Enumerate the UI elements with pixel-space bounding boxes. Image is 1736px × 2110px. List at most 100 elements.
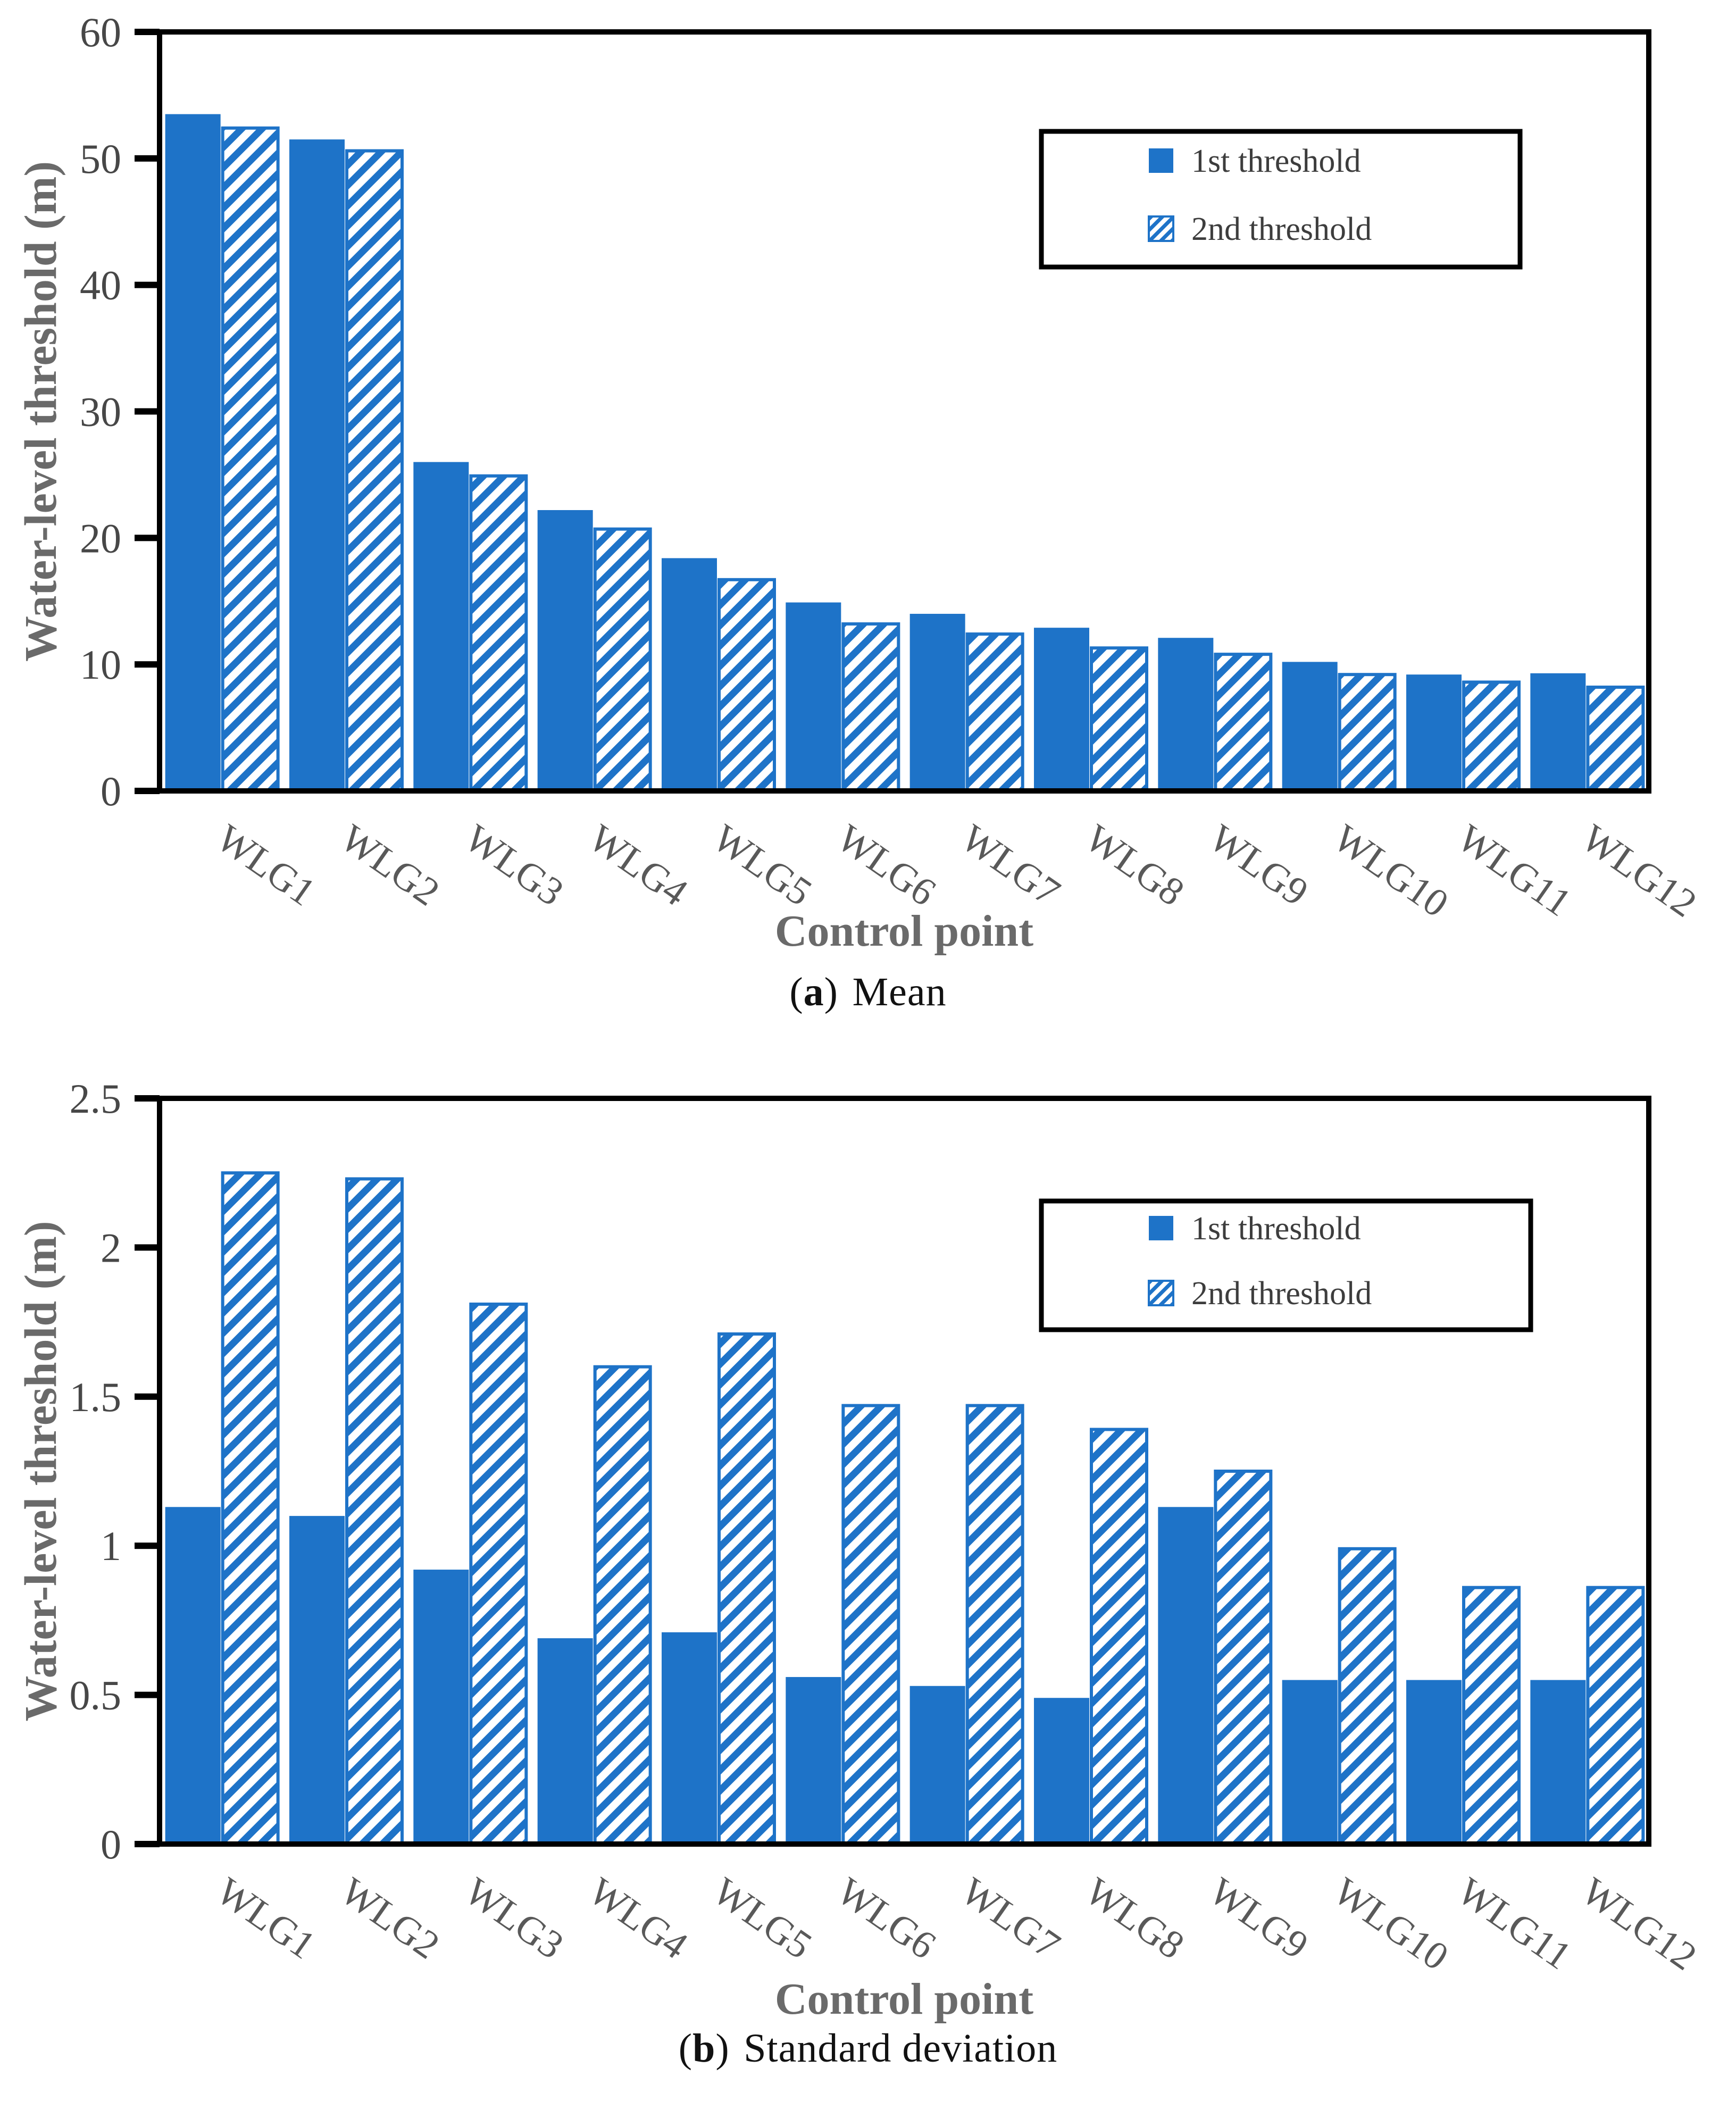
y-tick [135,1542,160,1549]
bar-WLG3-1st [413,1570,469,1844]
y-tick [135,1244,160,1251]
bar-WLG1-1st [165,114,221,791]
y-tick-label: 10 [80,641,121,688]
y-tick-label: 50 [80,136,121,182]
bar-WLG11-2nd [1462,1586,1521,1846]
bar-WLG6-2nd [841,1404,900,1846]
bar-WLG12-1st [1530,1680,1586,1844]
y-tick [135,1841,160,1847]
bar-WLG9-1st [1158,638,1214,791]
y-tick [135,661,160,668]
y-axis-title: Water-level threshold (m) [15,161,66,662]
y-tick-label: 0.5 [70,1672,122,1719]
legend-label-2nd-threshold: 2nd threshold [1191,1275,1372,1312]
bar-WLG9-1st [1158,1507,1214,1844]
chart-standard-deviation: 0 0.5 1 1.5 2 2.5 Water-level threshold (m) WLG… [15,1075,1705,2024]
y-tick-label: 60 [80,9,121,55]
bar-WLG9-2nd [1214,653,1273,793]
caption-a-close: ) [824,970,838,1014]
bar-WLG7-2nd [965,1404,1024,1846]
bar-WLG10-1st [1282,1680,1338,1844]
bar-WLG3-2nd [469,474,528,793]
x-axis-title: Control point [775,1974,1033,2024]
bar-WLG8-1st [1034,1698,1089,1844]
legend-box [1039,129,1523,270]
legend-label-2nd-threshold: 2nd threshold [1191,211,1372,247]
y-tick-label: 2.5 [70,1075,122,1122]
legend-label-1st-threshold: 1st threshold [1191,143,1361,179]
x-tick-label-wlg4: WLG4 [581,1869,695,1967]
caption-a-letter: a [803,970,824,1014]
y-tick-label: 1 [101,1523,121,1569]
bar-WLG9-2nd [1214,1470,1273,1846]
caption-standard-deviation: (b) Standard deviation [0,2025,1736,2072]
y-tick-label: 2 [101,1224,121,1271]
bar-WLG4-2nd [593,527,652,793]
bar-WLG1-2nd [221,126,280,793]
x-tick-label-wlg9: WLG9 [1201,1869,1316,1967]
y-tick [135,408,160,415]
y-tick [135,1095,160,1102]
bar-WLG3-2nd [469,1302,528,1846]
x-tick-label-wlg5: WLG5 [705,1869,819,1967]
bar-WLG10-1st [1282,662,1338,791]
legend-swatch-2nd-threshold [1148,1280,1174,1306]
x-tick-label-wlg6: WLG6 [829,1869,944,1967]
bar-WLG2-1st [289,1516,345,1844]
x-tick-label-wlg6: WLG6 [829,816,944,914]
legend-label-1st-threshold: 1st threshold [1191,1211,1361,1247]
x-tick-label-wlg3: WLG3 [457,1869,571,1967]
x-tick-label-wlg10: WLG10 [1325,1869,1456,1979]
y-tick [135,788,160,794]
bar-WLG11-1st [1406,674,1462,791]
bar-WLG2-2nd [345,1177,404,1846]
caption-a-open: ( [789,970,804,1014]
legend-swatch-1st-threshold [1149,148,1173,173]
bar-WLG6-2nd [841,622,900,793]
y-tick-label: 20 [80,515,121,561]
x-axis-title: Control point [775,906,1033,956]
x-tick-label-wlg7: WLG7 [953,1869,1067,1967]
x-tick-label-wlg8: WLG8 [1077,816,1191,914]
x-tick-label-wlg2: WLG2 [332,1869,447,1967]
x-tick-label-wlg5: WLG5 [705,816,819,914]
y-tick [135,155,160,162]
x-tick-label-wlg10: WLG10 [1325,816,1456,925]
y-tick-label: 40 [80,262,121,308]
caption-b-close: ) [715,2026,730,2071]
bar-WLG1-1st [165,1507,221,1844]
bar-WLG10-2nd [1338,1547,1397,1846]
y-tick [135,1691,160,1698]
bar-WLG5-2nd [717,578,776,793]
bar-WLG8-1st [1034,628,1089,791]
bar-WLG1-2nd [221,1171,280,1846]
legend-swatch-1st-threshold [1149,1216,1173,1240]
x-tick-label-wlg2: WLG2 [332,816,447,914]
x-tick-label-wlg12: WLG12 [1574,1869,1705,1979]
caption-mean: (a) Mean [0,969,1736,1015]
bar-WLG5-1st [662,558,717,791]
bar-WLG12-1st [1530,673,1586,791]
x-tick-label-wlg4: WLG4 [581,816,695,914]
x-tick-label-wlg11: WLG11 [1449,816,1579,925]
y-tick [135,281,160,288]
bar-WLG5-1st [662,1632,717,1844]
bar-WLG11-1st [1406,1680,1462,1844]
x-tick-label-wlg3: WLG3 [457,816,571,914]
caption-b-letter: b [692,2026,716,2071]
y-tick [135,1393,160,1400]
x-tick-label-wlg1: WLG1 [208,816,323,914]
y-tick-label: 0 [101,1821,121,1867]
y-tick-label: 1.5 [70,1374,122,1420]
bar-WLG8-2nd [1090,646,1148,793]
bar-WLG12-2nd [1586,685,1645,793]
bar-WLG5-2nd [717,1332,776,1846]
bar-WLG3-1st [413,462,469,791]
bar-WLG10-2nd [1338,673,1397,793]
bar-WLG7-2nd [965,632,1024,793]
bar-WLG4-2nd [593,1365,652,1846]
bar-WLG4-1st [537,510,593,791]
bar-WLG2-2nd [345,149,404,793]
caption-b-text: Standard deviation [744,2026,1058,2071]
